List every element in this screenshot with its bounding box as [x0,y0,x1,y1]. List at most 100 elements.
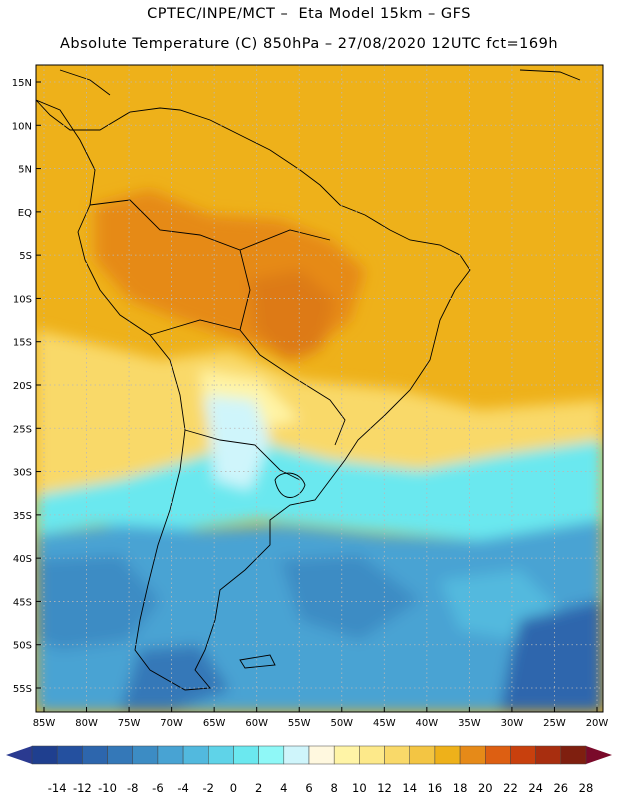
lon-label: 20W [586,718,609,729]
temperature-field [36,65,603,712]
lat-label: 15N [12,78,32,89]
field-cold-patch-mid [280,555,420,640]
lon-label: 50W [330,718,353,729]
caribbean-islands [519,69,581,81]
legend-swatch [384,745,410,765]
field-yellow-band [36,330,603,500]
lat-label: 20S [13,381,32,392]
lat-label: 50S [13,641,32,652]
legend-over-arrow [586,746,612,764]
legend-label: 16 [428,781,443,795]
legend-swatch [283,745,310,765]
lon-label: 65W [203,718,226,729]
legend-label: 0 [230,781,237,795]
legend-label: -6 [152,781,163,795]
lat-label: EQ [18,208,32,219]
field-hot-core [250,270,335,360]
lon-label: 55W [288,718,311,729]
legend-swatch [459,745,486,765]
legend-label: 20 [478,781,493,795]
legend-swatch [434,745,461,765]
graticule [36,65,603,712]
legend-swatch [157,745,184,765]
legend-label: -4 [177,781,188,795]
legend-swatch [258,745,285,765]
legend-swatch [107,745,133,765]
field-cyan-band [36,440,603,540]
legend-swatch [56,745,83,765]
legend-swatches [31,745,587,765]
border-north [89,199,331,251]
legend-label: 14 [402,781,417,795]
legend-label: 12 [377,781,392,795]
lon-label: 85W [33,718,56,729]
legend-label: -12 [73,781,92,795]
lat-label: 40S [13,554,32,565]
chart-title: CPTEC/INPE/MCT – Eta Model 15km – GFS [147,6,471,22]
legend-swatch [233,745,259,765]
legend-swatch [308,745,335,765]
lat-label: 15S [13,338,32,349]
temperature-map: 15N 10N 5N EQ 5S 10S 15S 20S 25S 30S 35S 40S 45S 50S 5… [12,64,609,729]
falklands [239,654,276,669]
lon-label: 60W [245,718,268,729]
legend-swatch [409,745,436,765]
legend-swatch [510,745,536,765]
legend-label: 2 [255,781,262,795]
legend-label: 18 [453,781,468,795]
legend-swatch [485,745,511,765]
border-central [149,319,346,446]
lat-label: 55S [13,684,32,695]
field-cold-patch-south [120,645,230,712]
lon-label: 45W [373,718,396,729]
legend-label: -2 [203,781,214,795]
legend-swatch [359,745,385,765]
border-west-brazil [239,249,251,331]
legend-label: 22 [503,781,518,795]
latitude-axis: 15N 10N 5N EQ 5S 10S 15S 20S 25S 30S 35S 40S 45S 50S 5… [12,78,41,695]
lat-label: 35S [13,511,32,522]
legend-swatch [333,745,360,765]
legend-label: -14 [48,781,67,795]
lon-label: 80W [75,718,98,729]
legend-label: 4 [280,781,287,795]
chart-subtitle: Absolute Temperature (C) 850hPa – 27/08/… [59,36,559,52]
legend-swatch [560,745,587,765]
legend-label: 28 [579,781,594,795]
legend-label: 8 [331,781,338,795]
lat-label: 25S [13,424,32,435]
lat-label: 10N [12,121,32,132]
legend-swatch [31,745,58,765]
longitude-axis: 85W 80W 75W 70W 65W 60W 55W 50W 45W 40W 35W 30W 25W 2… [33,707,609,729]
lat-label: 45S [13,597,32,608]
field-coldest-patch [500,600,603,712]
legend-labels: -14 -12 -10 -8 -6 -4 -2 0 2 4 6 8 10 12 14 16 18 20 22 24 26… [48,781,594,795]
coastlines [36,69,581,691]
lat-label: 10S [13,294,32,305]
legend-swatch [182,745,209,765]
central-america-coast [59,69,111,96]
south-america-coast [36,99,471,691]
lon-label: 30W [501,718,524,729]
lat-label: 5N [18,165,32,176]
legend-swatch [82,745,108,765]
legend-colorbar: -14 -12 -10 -8 -6 -4 -2 0 2 4 6 8 10 12 14 16 18 20 22 24 26… [6,745,612,795]
legend-swatch [535,745,562,765]
lat-label: 5S [19,251,32,262]
plot-frame [35,64,604,713]
legend-under-arrow [6,746,32,764]
lon-label: 25W [543,718,566,729]
legend-swatch [132,745,159,765]
lat-label: 30S [13,468,32,479]
legend-label: 24 [528,781,543,795]
legend-label: 26 [553,781,568,795]
lon-label: 70W [160,718,183,729]
lon-label: 35W [458,718,481,729]
legend-label: -10 [98,781,117,795]
legend-label: 10 [352,781,367,795]
legend-label: -8 [127,781,138,795]
legend-label: 6 [305,781,312,795]
lon-label: 40W [416,718,439,729]
legend-swatch [208,745,234,765]
lon-label: 75W [118,718,141,729]
